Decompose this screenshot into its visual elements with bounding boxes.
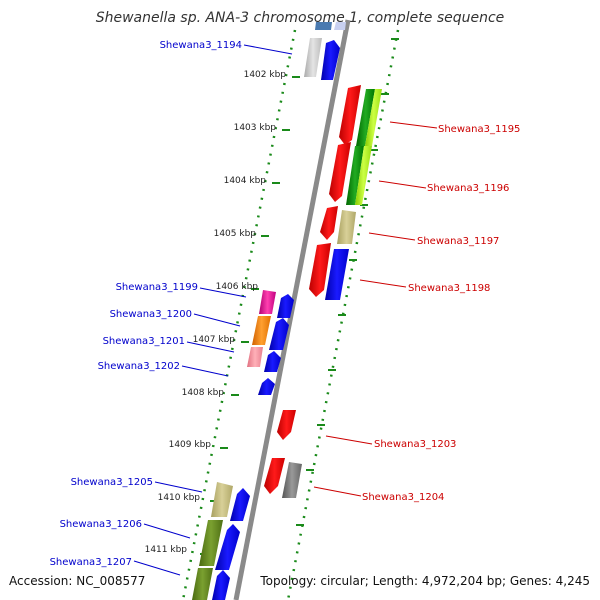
gene-1195-red[interactable] [339, 85, 361, 145]
tick-label: 1406 kbp [216, 282, 259, 292]
gene-1203-red[interactable] [277, 410, 296, 440]
gene-label-right[interactable]: Shewana3_1203 [374, 439, 456, 450]
leader-lines-right [313, 121, 438, 497]
map-title: Shewanella sp. ANA-3 chromosome 1, compl… [95, 10, 505, 26]
gene-label-left[interactable]: Shewana3_1194 [160, 40, 242, 51]
tick-label: 1411 kbp [145, 545, 188, 555]
gene-1194-gray[interactable] [304, 38, 322, 77]
gene-1195-lime[interactable] [365, 89, 382, 146]
gene-label-left[interactable]: Shewana3_1206 [60, 519, 142, 530]
gene-1201-pink[interactable] [247, 347, 263, 367]
gene-label-right[interactable]: Shewana3_1204 [362, 492, 444, 503]
gene-1206-olive[interactable] [199, 520, 223, 566]
gene-1193b-top[interactable] [334, 22, 346, 30]
tick-label: 1410 kbp [158, 493, 201, 503]
gene-1200-blue[interactable] [269, 318, 289, 350]
gene-1195-green[interactable] [356, 89, 375, 146]
tick-label: 1407 kbp [193, 335, 236, 345]
gene-shapes [192, 22, 382, 600]
gene-1193-top[interactable] [315, 22, 332, 30]
gene-1197-khaki[interactable] [337, 210, 356, 244]
gene-label-right[interactable]: Shewana3_1197 [417, 236, 499, 247]
backbone [233, 19, 351, 600]
accession-text: Accession: NC_008577 [9, 574, 146, 588]
tick-label: 1408 kbp [182, 388, 225, 398]
gene-label-right[interactable]: Shewana3_1198 [408, 283, 490, 294]
gene-1198-red[interactable] [309, 243, 331, 297]
tick-label: 1409 kbp [169, 440, 212, 450]
gene-1205-khaki[interactable] [211, 482, 233, 517]
gene-1199-blue[interactable] [277, 294, 294, 318]
leader-lines-left [133, 44, 293, 576]
gene-1196-red[interactable] [329, 142, 351, 202]
gene-1207-olive[interactable] [192, 568, 213, 600]
gene-1199-magenta[interactable] [259, 290, 276, 314]
gene-1198-blue[interactable] [325, 249, 349, 300]
gene-1207-blue[interactable] [212, 570, 230, 600]
gene-1202-blue[interactable] [258, 378, 275, 395]
gene-1197-red[interactable] [320, 206, 338, 240]
gene-1200-orange[interactable] [252, 316, 271, 345]
gene-label-right[interactable]: Shewana3_1196 [427, 183, 509, 194]
gene-1194-blue[interactable] [321, 40, 340, 80]
gene-1206-blue[interactable] [215, 524, 240, 570]
gene-label-left[interactable]: Shewana3_1200 [110, 309, 192, 320]
gene-1196-green[interactable] [346, 146, 364, 205]
gene-1204-red[interactable] [264, 458, 285, 494]
tick-label: 1404 kbp [224, 176, 267, 186]
gene-1205-blue[interactable] [230, 488, 250, 521]
gene-label-left[interactable]: Shewana3_1202 [98, 361, 180, 372]
gene-label-right[interactable]: Shewana3_1195 [438, 124, 520, 135]
gene-label-left[interactable]: Shewana3_1205 [71, 477, 153, 488]
gene-label-left[interactable]: Shewana3_1207 [50, 557, 132, 568]
gene-1201-blue[interactable] [264, 351, 281, 372]
tick-label: 1403 kbp [234, 123, 277, 133]
gene-1204-gray[interactable] [282, 462, 302, 498]
gene-label-left[interactable]: Shewana3_1199 [116, 282, 198, 293]
gene-1196-lime[interactable] [355, 146, 372, 205]
gene-label-left[interactable]: Shewana3_1201 [103, 336, 185, 347]
tick-label: 1402 kbp [244, 70, 287, 80]
topology-text: Topology: circular; Length: 4,972,204 bp… [260, 574, 590, 588]
tick-label: 1405 kbp [214, 229, 257, 239]
